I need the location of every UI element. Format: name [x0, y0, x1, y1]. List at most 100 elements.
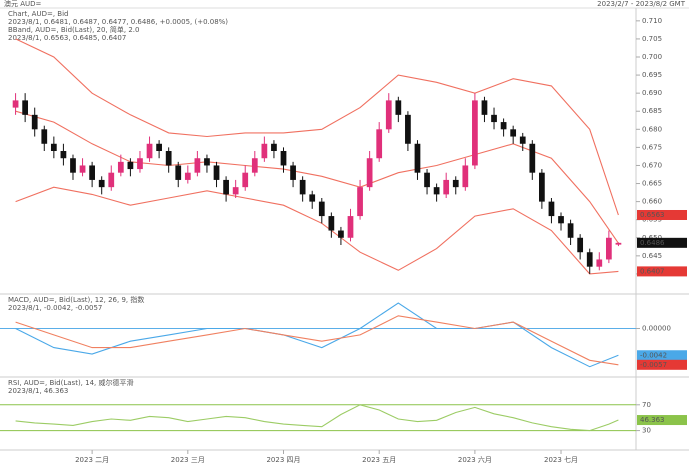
x-tick-label: 2023 六月 [458, 455, 492, 464]
candle-body [175, 165, 182, 180]
candle-body [79, 165, 86, 173]
candle-body [89, 165, 95, 180]
candle-body [539, 172, 545, 202]
candle-body [567, 223, 574, 238]
panel-title: Chart, AUD=, Bid [8, 10, 69, 18]
candle-body [117, 161, 124, 173]
y-tick-label: 0.675 [642, 143, 662, 151]
candle-body [213, 165, 220, 180]
candle-body [577, 237, 584, 253]
panel-title: MACD, AUD=, Bid(Last), 12, 26, 9, 指数 [8, 295, 144, 304]
price-tag-label: 0.6407 [640, 267, 665, 275]
x-tick-label: 2023 五月 [362, 456, 396, 464]
candle-body [156, 143, 162, 151]
candle-body [366, 158, 373, 188]
price-tag [637, 359, 687, 370]
price-tag-label: 0.6563 [640, 211, 665, 219]
candle-body [347, 216, 354, 238]
candle-body [414, 143, 421, 173]
series-line [15, 38, 619, 216]
price-tag [637, 266, 687, 277]
candle-body [309, 194, 316, 202]
candle-body [605, 237, 612, 260]
overlay-title: BBand, AUD=, Bid(Last), 20, 简单, 2.0 [8, 25, 139, 34]
candle-body [194, 158, 201, 173]
x-tick-label: 2023 三月 [171, 456, 205, 464]
y-tick-label: 0.695 [642, 71, 662, 79]
price-tag [637, 350, 687, 361]
price-tag-label: -0.0042 [640, 351, 667, 359]
y-tick-label: 0.710 [642, 17, 662, 25]
candle-body [204, 158, 210, 166]
y-tick-label: 0.665 [642, 180, 662, 188]
price-tag [637, 237, 687, 248]
y-tick-label: 0.670 [642, 161, 662, 169]
panel-info: 2023/8/1, -0.0042, -0.0057 [8, 304, 102, 312]
candle-body [510, 129, 517, 137]
y-tick-label: 0.645 [642, 252, 662, 260]
candle-body [299, 179, 306, 195]
candle-body [184, 172, 191, 180]
candle-body [165, 151, 172, 166]
candle-body [22, 100, 29, 115]
y-tick-label: 70 [642, 401, 651, 409]
candle-body [529, 143, 536, 173]
candle-body [481, 100, 488, 115]
candle-body [548, 201, 555, 217]
candle-body [98, 179, 105, 188]
y-tick-label: 30 [642, 427, 651, 435]
candle-body [328, 216, 335, 231]
y-tick-label: 0.680 [642, 125, 662, 133]
price-tag-label: -0.0057 [640, 361, 667, 369]
candle-body [472, 100, 478, 166]
candle-body [261, 143, 268, 159]
y-tick-label: 0.690 [642, 89, 662, 97]
candle-body [491, 114, 497, 123]
candle-body [338, 230, 344, 238]
y-tick-label: 0.700 [642, 53, 662, 61]
candle-body [357, 187, 363, 217]
candle-body [41, 129, 48, 144]
candle-body [242, 172, 249, 188]
candle-body [385, 100, 392, 130]
y-tick-label: 0.650 [642, 234, 662, 242]
candle-body [318, 201, 325, 217]
panel-info: 2023/8/1, 46.363 [8, 387, 68, 395]
panel-info: 2023/8/1, 0.6481, 0.6487, 0.6477, 0.6486… [8, 18, 228, 26]
candle-body [519, 136, 526, 144]
x-tick-label: 2023 七月 [544, 455, 578, 464]
candle-body [596, 259, 603, 267]
candle-body [376, 129, 383, 159]
header-right: 2023/2/7 - 2023/8/2 GMT [597, 0, 686, 8]
candle-body [60, 151, 67, 159]
candle-body [280, 151, 287, 166]
candle-body [70, 158, 76, 173]
candle-body [50, 143, 57, 151]
candle-body [424, 172, 430, 188]
candle-body [395, 100, 402, 115]
candle-body [290, 165, 296, 180]
candle-body [232, 187, 239, 195]
header-left: 澳元 AUD= [4, 0, 42, 8]
candle-body [433, 187, 440, 195]
candle-body [31, 114, 38, 130]
x-tick-label: 2023 四月 [266, 456, 300, 464]
y-tick-label: 0.685 [642, 107, 662, 115]
candle-body [271, 143, 277, 151]
candle-body [223, 179, 229, 195]
price-tag-label: 46.363 [640, 416, 665, 424]
candle-body [558, 216, 564, 224]
y-tick-label: 0.705 [642, 35, 662, 43]
candle-body [405, 114, 411, 144]
candle-body [586, 252, 593, 267]
series-line [15, 110, 619, 244]
candle-body [127, 161, 134, 170]
y-tick-label: 0.00000 [642, 324, 671, 332]
candle-body [462, 165, 469, 188]
candle-body [137, 158, 143, 170]
candle-body [452, 179, 459, 188]
price-tag-label: 0.6486 [640, 239, 665, 247]
candle-body [443, 179, 450, 195]
